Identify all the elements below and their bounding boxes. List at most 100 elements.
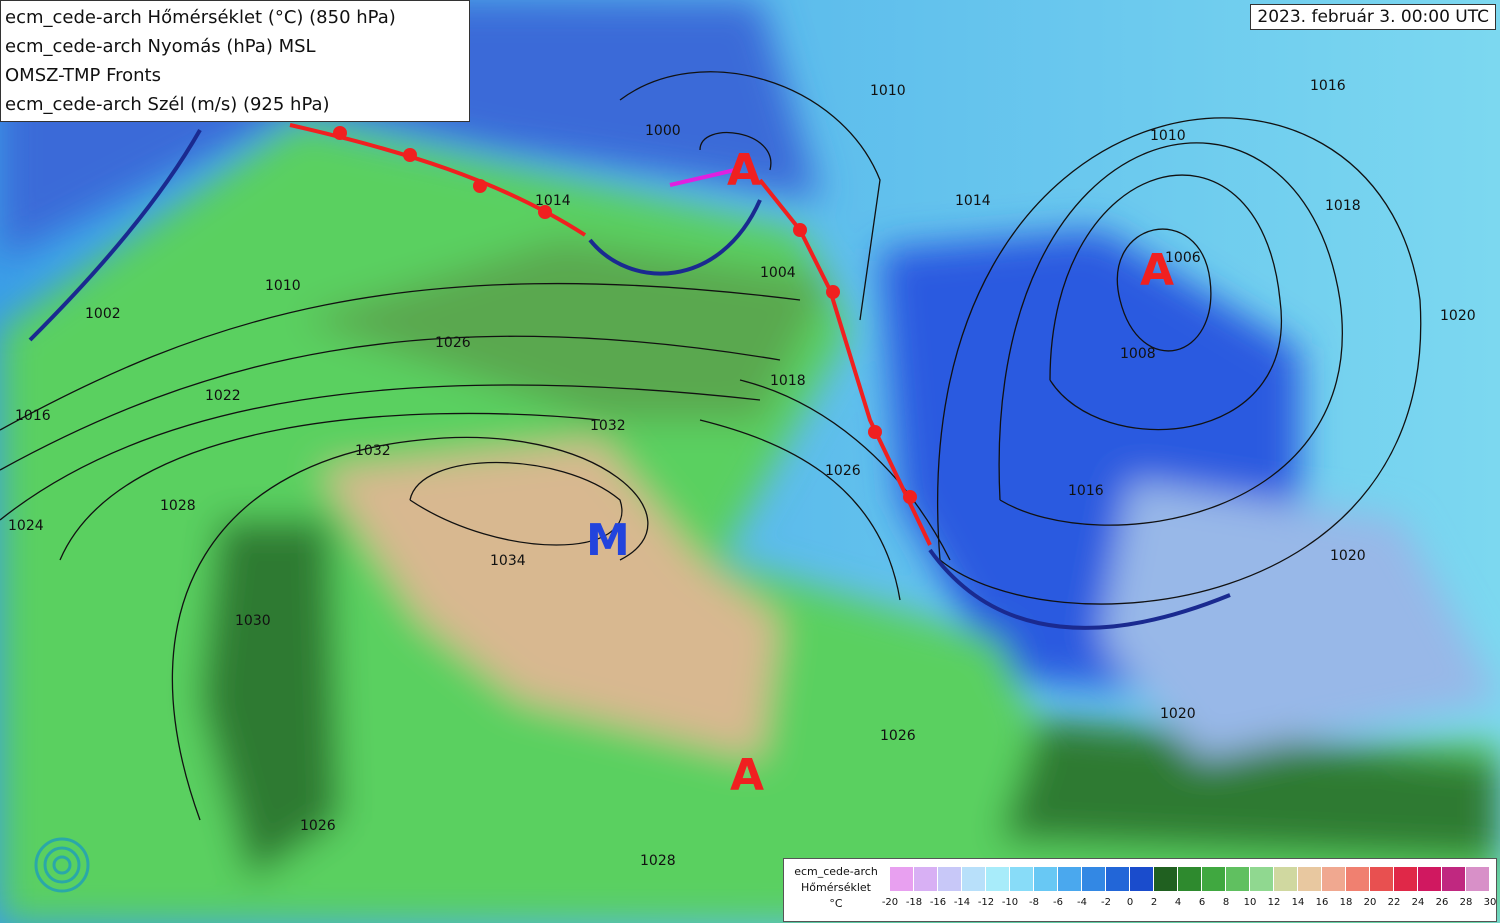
colorbar-tick-label: -4 [1077,897,1087,908]
colorbar-swatch [1274,867,1298,891]
colorbar-title: Hőmérséklet [800,881,871,894]
colorbar-swatch [1178,867,1202,891]
valid-time: 2023. február 3. 00:00 UTC [1250,4,1496,30]
colorbar-swatch [1370,867,1394,891]
colorbar-swatch [890,867,914,891]
colorbar-tick-label: 28 [1459,897,1473,908]
isobar-label: 1010 [1150,128,1186,144]
colorbar-swatch [1010,867,1034,891]
isobar-label: 1010 [265,278,301,294]
colorbar-tick-label: 8 [1222,897,1230,908]
colorbar-tick-label: 6 [1198,897,1206,908]
colorbar-swatch [1466,867,1490,891]
colorbar-swatch [1130,867,1154,891]
isobar-label: 1032 [355,443,391,459]
isobar-label: 1008 [1120,346,1156,362]
colorbar-tick-label: -20 [881,897,899,908]
isobar-label: 1014 [535,193,571,209]
colorbar-swatch [1226,867,1250,891]
isobar-label: 1002 [85,306,121,322]
legend-line: ecm_cede-arch Nyomás (hPa) MSL [5,36,316,57]
isobar-label: 1034 [490,553,526,569]
high-label: A [727,145,761,196]
isobar-label: 1020 [1440,308,1476,324]
colorbar-title: ecm_cede-arch [794,865,878,878]
isobar-label: 1000 [645,123,681,139]
colorbar-tick-label: -8 [1029,897,1039,908]
colorbar-swatch [1106,867,1130,891]
isobar-label: 1018 [770,373,806,389]
colorbar-tick-label: 18 [1339,897,1353,908]
colorbar-tick-label: 24 [1411,897,1425,908]
colorbar-swatch [1154,867,1178,891]
isobar-label: 1010 [870,83,906,99]
isobar-label: 1018 [1325,198,1361,214]
legend-line: ecm_cede-arch Szél (m/s) (925 hPa) [5,94,330,115]
colorbar-swatch [1202,867,1226,891]
colorbar-title: °C [829,897,843,910]
colorbar-tick-label: -18 [905,897,923,908]
colorbar: ecm_cede-arch Hőmérséklet °C -20 -18 -16 -1… [783,858,1497,922]
colorbar-tick-label: 0 [1126,897,1134,908]
colorbar-tick-label: 22 [1387,897,1401,908]
isobar-label: 1016 [1068,483,1104,499]
colorbar-tick-label: -12 [977,897,995,908]
isobar-labels: 1002 1010 1014 1026 1022 1016 1024 1028 … [8,78,1476,869]
colorbar-swatch [1346,867,1370,891]
colorbar-swatch [914,867,938,891]
legend-line: ecm_cede-arch Hőmérséklet (°C) (850 hPa) [5,7,396,28]
colorbar-tick-label: 26 [1435,897,1449,908]
isobar-label: 1024 [8,518,44,534]
isobar-label: 1016 [1310,78,1346,94]
isobars [0,71,1422,821]
isobar-label: 1022 [205,388,241,404]
isobar-label: 1028 [160,498,196,514]
isobar-label: 1016 [15,408,51,424]
layer-legend: ecm_cede-arch Hőmérséklet (°C) (850 hPa)… [0,0,470,122]
isobar-label: 1026 [300,818,336,834]
colorbar-swatch [962,867,986,891]
colorbar-swatch [986,867,1010,891]
isobar-label: 1032 [590,418,626,434]
colorbar-tick-label: 14 [1291,897,1305,908]
colorbar-tick-label: -10 [1001,897,1019,908]
colorbar-swatch [938,867,962,891]
isobar-label: 1014 [955,193,991,209]
front-symbols [333,126,917,504]
isobar-label: 1026 [435,335,471,351]
colorbar-swatch [1298,867,1322,891]
colorbar-swatch [1394,867,1418,891]
colorbar-tick-label: -6 [1053,897,1063,908]
isobar-label: 1004 [760,265,796,281]
colorbar-tick-label: 20 [1363,897,1377,908]
colorbar-swatch [1418,867,1442,891]
logo [34,837,90,893]
colorbar-tick-label: 10 [1243,897,1257,908]
isobar-label: 1006 [1165,250,1201,266]
colorbar-tick-label: -2 [1101,897,1111,908]
isobar-label: 1020 [1160,706,1196,722]
colorbar-tick-label: 2 [1150,897,1158,908]
colorbar-tick-label: 30 [1483,897,1497,908]
isobar-label: 1026 [880,728,916,744]
colorbar-swatch [1442,867,1466,891]
isobar-label: 1030 [235,613,271,629]
colorbar-tick-label: -16 [929,897,947,908]
colorbar-tick-label: 12 [1267,897,1281,908]
high-label: A [1140,245,1174,296]
colorbar-swatch [1082,867,1106,891]
isobar-label: 1020 [1330,548,1366,564]
colorbar-tick-label: 4 [1174,897,1182,908]
colorbar-tick-label: -14 [953,897,971,908]
legend-line: OMSZ-TMP Fronts [5,65,161,86]
low-label: M [586,515,630,566]
colorbar-tick-label: 16 [1315,897,1329,908]
colorbar-swatch [1058,867,1082,891]
high-label: A [730,750,764,801]
colorbar-swatch [1250,867,1274,891]
isobar-label: 1026 [825,463,861,479]
colorbar-swatch [1034,867,1058,891]
